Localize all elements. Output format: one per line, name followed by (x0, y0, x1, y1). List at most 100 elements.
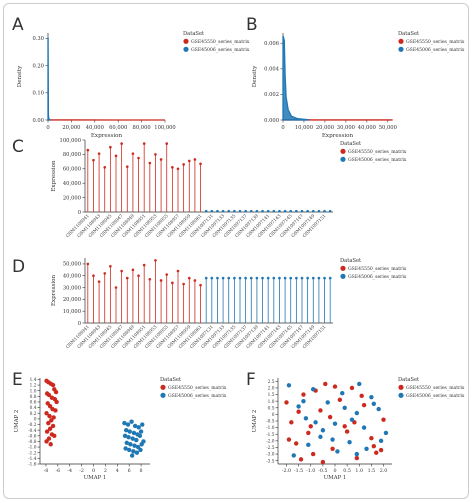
lollipop-head (199, 283, 202, 287)
x-tick-label: 0 (281, 125, 284, 131)
legend-marker (398, 38, 404, 44)
scatter-point (306, 442, 311, 448)
lollipop-head (187, 276, 191, 280)
x-tick-label: 50,000 (379, 125, 397, 131)
y-tick-label: 1.0 (268, 400, 275, 405)
y-tick-label: 1.5 (268, 393, 275, 398)
x-tick-label: 0.5 (343, 468, 351, 474)
x-tick-label: 40,000 (358, 125, 376, 131)
lollipop-head (266, 276, 270, 280)
scatter-point (381, 417, 386, 422)
x-tick-label: 0 (333, 468, 336, 474)
y-tick-label: -1.5 (266, 433, 275, 438)
scatter-point (310, 451, 316, 457)
legend-entry: GSE45006_series_matrix (348, 274, 407, 280)
legend-marker (183, 46, 189, 52)
y-tick-label: -0.8 (28, 440, 37, 445)
y-axis-label: Expression (51, 274, 57, 306)
lollipop-head (142, 142, 146, 145)
scatter-point (44, 429, 50, 434)
scatter-point (298, 457, 304, 462)
lollipop-head (216, 276, 219, 280)
scatter-point (325, 400, 330, 405)
lollipop-head (306, 209, 309, 213)
lollipop-head (278, 276, 281, 280)
y-tick-label: 0.6 (30, 401, 37, 406)
x-tick-label: 1.5 (368, 468, 376, 474)
lollipop-head (283, 209, 287, 213)
y-tick-label: 0.20 (32, 63, 44, 69)
legend-title: DataSet (398, 31, 420, 37)
legend-title: DataSet (340, 258, 362, 264)
y-tick-label: 1.0 (30, 389, 37, 394)
scatter-point (320, 459, 326, 465)
lollipop-head (109, 145, 112, 149)
lollipop-head (148, 277, 152, 281)
scatter-point (357, 381, 362, 387)
scatter-point (140, 422, 145, 427)
scatter-point (128, 442, 133, 447)
x-tick-label: -4 (67, 468, 72, 474)
y-tick-label: 20,000 (63, 297, 81, 303)
lollipop-head (249, 276, 253, 280)
y-tick-label: 10,000 (63, 309, 81, 315)
x-tick-label: 20,000 (62, 125, 80, 131)
scatter-point (136, 425, 141, 430)
y-tick-label: -0.2 (28, 423, 37, 428)
lollipop-head (103, 166, 107, 169)
scatter-point (132, 443, 137, 448)
x-tick-label: -2.0 (282, 468, 291, 474)
scatter-point (361, 402, 367, 408)
x-tick-label: 60,000 (109, 125, 127, 131)
y-tick-label: 20,000 (63, 195, 81, 201)
lollipop-head (142, 263, 146, 267)
legend-entry: GSE45550_series_matrix (406, 39, 465, 45)
scatter-point (49, 418, 54, 423)
y-tick-label: 0 (272, 413, 275, 418)
x-tick-label: -1.0 (306, 468, 315, 474)
x-tick-label: 0 (46, 125, 49, 131)
x-tick-label: 2 (104, 468, 107, 474)
legend-marker (340, 148, 346, 154)
lollipop-head (272, 276, 276, 280)
panel-letter-e: E (12, 370, 23, 390)
legend-entry: GSE45550_series_matrix (348, 149, 407, 155)
lollipop-head (233, 276, 236, 280)
y-axis-label: Expression (51, 160, 57, 192)
density-area (282, 36, 309, 121)
scatter-point (296, 404, 301, 409)
lollipop-head (125, 165, 129, 168)
lollipop-head (182, 282, 185, 286)
lollipop-head (131, 152, 135, 155)
lollipop-head (266, 209, 270, 213)
scatter-point (53, 408, 58, 413)
scatter-point (364, 446, 369, 451)
panel-letter-c: C (12, 137, 24, 157)
lollipop-head (210, 209, 214, 213)
scatter-point (131, 430, 137, 436)
lollipop-head (317, 209, 321, 213)
lollipop-head (92, 158, 95, 162)
lollipop-head (137, 274, 140, 278)
lollipop-head (238, 276, 242, 280)
scatter-point (134, 450, 140, 455)
x-tick-label: 40,000 (86, 125, 104, 131)
x-tick-label: 20,000 (316, 125, 334, 131)
legend-title: DataSet (160, 377, 182, 383)
lollipop-head (92, 274, 95, 278)
lollipop-head (154, 153, 157, 156)
x-axis-label: Expression (91, 133, 123, 139)
scatter-point (47, 413, 52, 419)
scatter-point (378, 438, 384, 444)
y-tick-label: 60,000 (63, 167, 81, 173)
lollipop-head (97, 152, 101, 155)
x-tick-label: 30,000 (337, 125, 355, 131)
y-axis-label: UMAP 2 (14, 410, 20, 433)
lollipop-head (233, 209, 236, 213)
y-tick-label: -1.0 (28, 446, 37, 451)
y-tick-label: -1.6 (28, 463, 37, 468)
lollipop-head (306, 276, 309, 280)
legend-marker (183, 38, 189, 44)
scatter-point (330, 437, 335, 442)
